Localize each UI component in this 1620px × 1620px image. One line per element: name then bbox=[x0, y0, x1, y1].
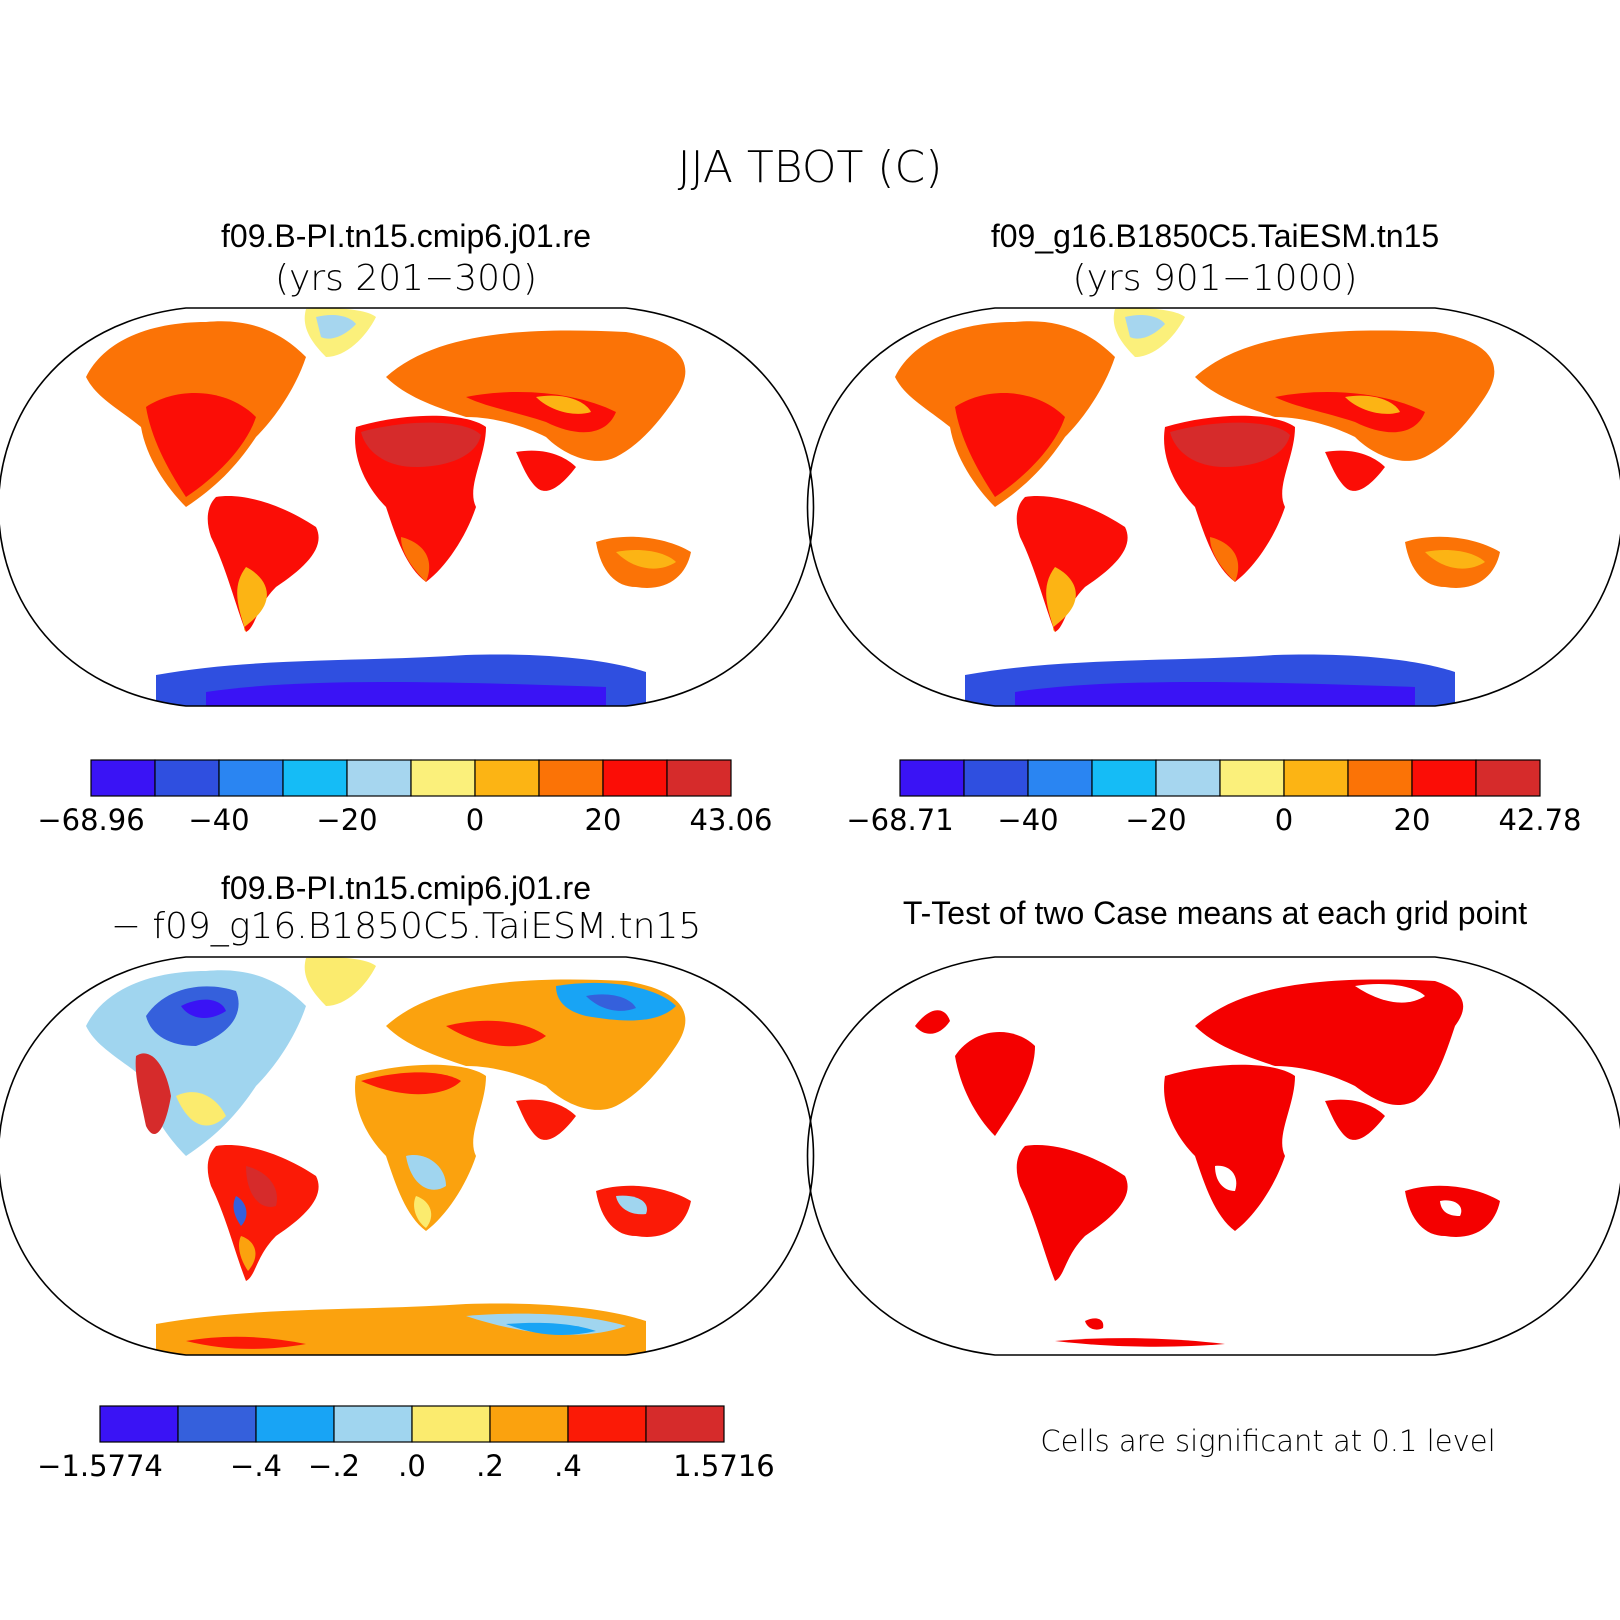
colorbar-box bbox=[645, 1405, 725, 1443]
colorbar-box bbox=[154, 759, 220, 797]
panel2-subtitle: (yrs 901−1000) bbox=[1072, 258, 1358, 299]
colorbar-label: 20 bbox=[585, 803, 622, 837]
colorbar-box bbox=[177, 1405, 257, 1443]
panel3-subtitle: − f09_g16.B1850C5.TaiESM.tn15 bbox=[110, 906, 702, 947]
colorbar-box bbox=[489, 1405, 569, 1443]
colorbar-box bbox=[1347, 759, 1413, 797]
colorbar-panel-2: −68.71 −40 −20 0 20 42.78 bbox=[846, 759, 1582, 837]
map-border bbox=[0, 956, 815, 1356]
panel1-subtitle: (yrs 201−300) bbox=[275, 258, 537, 299]
colorbar-box bbox=[99, 1405, 179, 1443]
map-border bbox=[0, 307, 815, 707]
colorbar-label: −1.5774 bbox=[37, 1449, 163, 1483]
colorbar-box bbox=[1219, 759, 1285, 797]
south-america-land bbox=[207, 496, 319, 632]
colorbar-label: 0 bbox=[466, 803, 484, 837]
colorbar-box bbox=[1027, 759, 1093, 797]
colorbar-label: −.2 bbox=[308, 1449, 360, 1483]
colorbar-box bbox=[1411, 759, 1477, 797]
colorbar-box bbox=[567, 1405, 647, 1443]
panel4-title: T-Test of two Case means at each grid po… bbox=[902, 895, 1528, 931]
colorbar-box bbox=[333, 1405, 413, 1443]
colorbar-box bbox=[1475, 759, 1541, 797]
colorbar-box bbox=[411, 1405, 491, 1443]
colorbar-box bbox=[474, 759, 540, 797]
colorbar-box bbox=[1091, 759, 1157, 797]
colorbar-label: .4 bbox=[554, 1449, 582, 1483]
colorbar-box bbox=[346, 759, 412, 797]
colorbar-label: −40 bbox=[997, 803, 1058, 837]
colorbar-box bbox=[899, 759, 965, 797]
colorbar-box bbox=[218, 759, 284, 797]
map-panel-2 bbox=[806, 307, 1620, 707]
colorbar-panel-1: −68.96 −40 −20 0 20 43.06 bbox=[37, 759, 773, 837]
map-panel-4 bbox=[806, 956, 1620, 1356]
colorbar-label: 42.78 bbox=[1498, 803, 1581, 837]
colorbar-box bbox=[255, 1405, 335, 1443]
colorbar-box bbox=[1283, 759, 1349, 797]
colorbar-label: −40 bbox=[188, 803, 249, 837]
colorbar-box bbox=[666, 759, 732, 797]
colorbar-label: −68.96 bbox=[37, 803, 144, 837]
panel1-title: f09.B-PI.tn15.cmip6.j01.re bbox=[221, 218, 591, 254]
colorbar-label: −.4 bbox=[230, 1449, 282, 1483]
colorbar-box bbox=[963, 759, 1029, 797]
colorbar-label: .0 bbox=[398, 1449, 426, 1483]
colorbar-box bbox=[1155, 759, 1221, 797]
colorbar-panel-3: −1.5774 −.4 −.2 .0 .2 .4 1.5716 bbox=[37, 1405, 775, 1483]
colorbar-label: 0 bbox=[1275, 803, 1293, 837]
main-title: JJA TBOT (C) bbox=[677, 142, 943, 193]
map-border bbox=[806, 307, 1620, 707]
colorbar-box bbox=[410, 759, 476, 797]
colorbar-label: −68.71 bbox=[846, 803, 953, 837]
map-border bbox=[806, 956, 1620, 1356]
colorbar-box bbox=[538, 759, 604, 797]
panel3-title: f09.B-PI.tn15.cmip6.j01.re bbox=[221, 870, 591, 906]
colorbar-label: 43.06 bbox=[689, 803, 772, 837]
map-panel-1 bbox=[0, 307, 815, 707]
colorbar-box bbox=[602, 759, 668, 797]
map-panel-3 bbox=[0, 956, 815, 1356]
colorbar-label: .2 bbox=[476, 1449, 504, 1483]
colorbar-box bbox=[90, 759, 156, 797]
colorbar-label: 1.5716 bbox=[673, 1449, 774, 1483]
panel2-title: f09_g16.B1850C5.TaiESM.tn15 bbox=[990, 218, 1440, 254]
panel4-note: Cells are significant at 0.1 level bbox=[1040, 1424, 1496, 1458]
colorbar-label: −20 bbox=[316, 803, 377, 837]
colorbar-label: −20 bbox=[1125, 803, 1186, 837]
colorbar-label: 20 bbox=[1394, 803, 1431, 837]
colorbar-box bbox=[282, 759, 348, 797]
